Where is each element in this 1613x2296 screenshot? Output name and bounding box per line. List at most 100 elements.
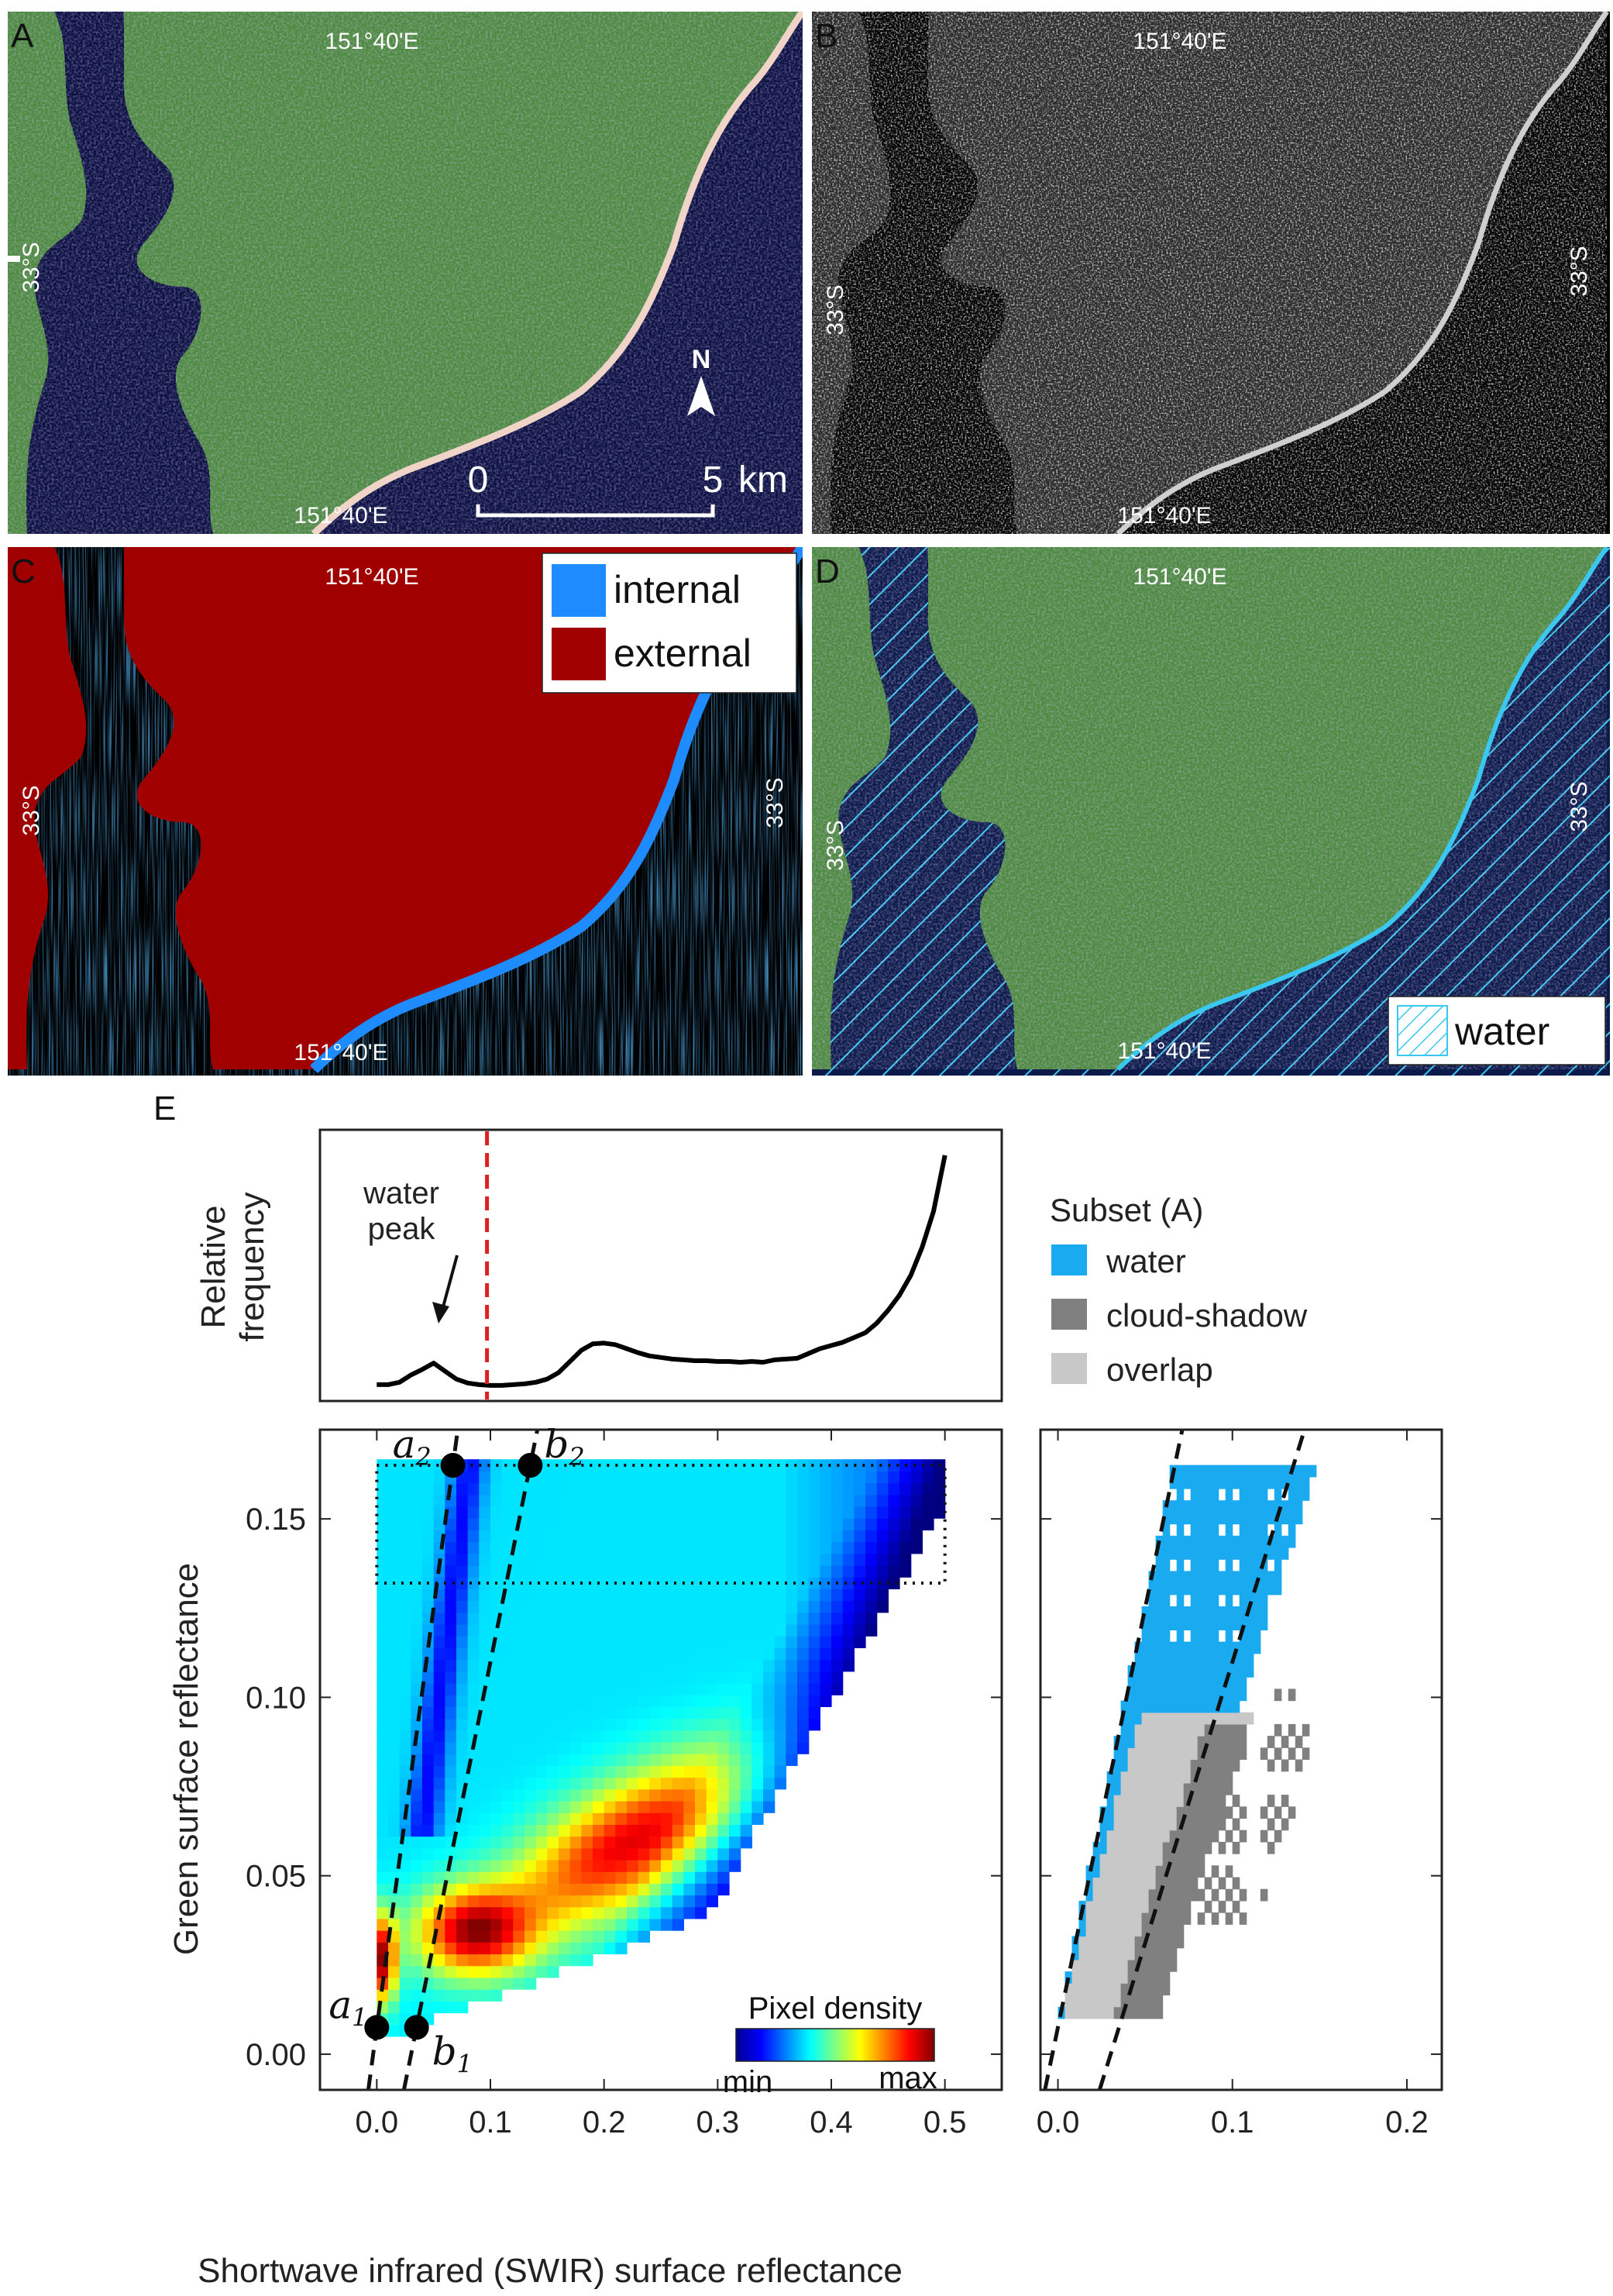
heatmap-cell	[467, 1883, 480, 1896]
heatmap-cell	[547, 1824, 559, 1837]
heatmap-cell	[569, 1518, 582, 1530]
heatmap-cell	[729, 1530, 741, 1543]
heatmap-cell	[524, 1530, 537, 1543]
class-cell	[1176, 1688, 1185, 1702]
heatmap-cell	[854, 1541, 866, 1554]
class-cell	[1295, 1465, 1303, 1478]
class-cell	[1204, 1559, 1212, 1571]
class-cell	[1190, 1630, 1199, 1643]
heatmap-cell	[627, 1812, 639, 1825]
class-cell	[1176, 1606, 1185, 1619]
class-cell	[1120, 1900, 1129, 1913]
heatmap-cell	[479, 1471, 491, 1484]
heatmap-cell	[865, 1471, 878, 1484]
class-cell	[1127, 1795, 1136, 1807]
class-cell	[1155, 2006, 1164, 2019]
heatmap-cell	[388, 1494, 401, 1507]
lat-label-right: 33°S	[762, 777, 788, 828]
heatmap-cell	[581, 1565, 593, 1578]
heatmap-cell	[717, 1860, 730, 1872]
heatmap-cell	[490, 1906, 503, 1919]
heatmap-cell	[490, 1518, 503, 1530]
heatmap-cell	[661, 1801, 673, 1813]
heatmap-cell	[513, 1777, 525, 1790]
heatmap-cell	[751, 1801, 764, 1813]
heatmap-cell	[899, 1518, 912, 1530]
heatmap-cell	[774, 1683, 786, 1695]
class-cell	[1176, 1582, 1185, 1595]
heatmap-cell	[683, 1754, 696, 1766]
class-cell	[1127, 1888, 1136, 1902]
class-cell	[1225, 1736, 1233, 1748]
heatmap-cell	[479, 1647, 491, 1661]
class-cell	[1134, 1700, 1143, 1713]
heatmap-cell	[729, 1836, 741, 1849]
land-texture	[8, 12, 803, 534]
heatmap-cell	[627, 1754, 639, 1766]
heatmap-cell	[377, 1518, 389, 1530]
heatmap-cell	[388, 1541, 401, 1554]
heatmap-cell	[604, 1871, 616, 1884]
heatmap-cell	[717, 1647, 730, 1661]
class-cell	[1274, 1465, 1282, 1478]
heatmap-cell	[433, 1683, 445, 1695]
heatmap-cell	[842, 1577, 855, 1589]
heatmap-cell	[604, 1659, 616, 1672]
panel-letter: A	[11, 17, 34, 55]
heatmap-cell	[820, 1636, 832, 1648]
class-cell	[1239, 1688, 1247, 1702]
heatmap-cell	[445, 1812, 457, 1825]
heatmap-cell	[808, 1553, 820, 1566]
heatmap-cell	[422, 1788, 435, 1802]
class-cell	[1204, 1900, 1212, 1913]
heatmap-cell	[422, 1754, 435, 1766]
heatmap-cell	[627, 1659, 639, 1672]
heatmap-cell	[581, 1824, 593, 1837]
threshold-line-a	[366, 1430, 460, 2090]
class-cell	[1148, 1971, 1157, 1984]
heatmap-cell	[547, 1777, 559, 1790]
class-cell	[1162, 1795, 1171, 1807]
class-cell	[1071, 1947, 1080, 1960]
heatmap-cell	[604, 1788, 616, 1802]
class-cell	[1148, 1641, 1157, 1654]
heatmap-cell	[569, 1695, 582, 1707]
class-cell	[1155, 1924, 1164, 1937]
heatmap-cell	[615, 1612, 628, 1625]
heatmap-cell	[524, 1730, 537, 1743]
class-cell	[1169, 1582, 1178, 1595]
heatmap-cell	[377, 1836, 389, 1849]
class-cell	[1211, 1630, 1219, 1643]
heatmap-cell	[706, 1518, 718, 1530]
heatmap-cell	[661, 1812, 673, 1825]
heatmap-cell	[763, 1683, 776, 1695]
class-cell	[1260, 1571, 1268, 1584]
heatmap-cell	[627, 1883, 639, 1896]
heatmap-cell	[695, 1742, 707, 1754]
class-cell	[1232, 1547, 1240, 1560]
heatmap-cell	[593, 1836, 605, 1849]
heatmap-cell	[535, 1860, 548, 1872]
class-cell	[1218, 1782, 1226, 1795]
heatmap-cell	[627, 1565, 639, 1578]
heatmap-cell	[649, 1577, 662, 1589]
heatmap-cell	[661, 1754, 673, 1766]
heatmap-cell	[593, 1930, 605, 1943]
heatmap-cell	[433, 1895, 445, 1908]
heatmap-cell	[786, 1683, 798, 1695]
heatmap-cell	[854, 1471, 866, 1484]
class-cell	[1204, 1841, 1212, 1854]
heatmap-cell	[513, 1765, 525, 1778]
heatmap-cell	[524, 1812, 537, 1825]
lat-label-left: 33°S	[823, 820, 848, 870]
heatmap-cell	[786, 1636, 798, 1648]
class-cell	[1211, 1465, 1219, 1478]
heatmap-cell	[377, 1589, 389, 1602]
heatmap-cell	[524, 1518, 537, 1530]
class-cell	[1162, 1523, 1171, 1537]
heatmap-cell	[683, 1788, 696, 1802]
heatmap-cell	[399, 1718, 411, 1731]
y-tick-label: 0.15	[246, 1503, 306, 1537]
heatmap-cell	[661, 1612, 673, 1625]
heatmap-cell	[399, 1953, 411, 1967]
